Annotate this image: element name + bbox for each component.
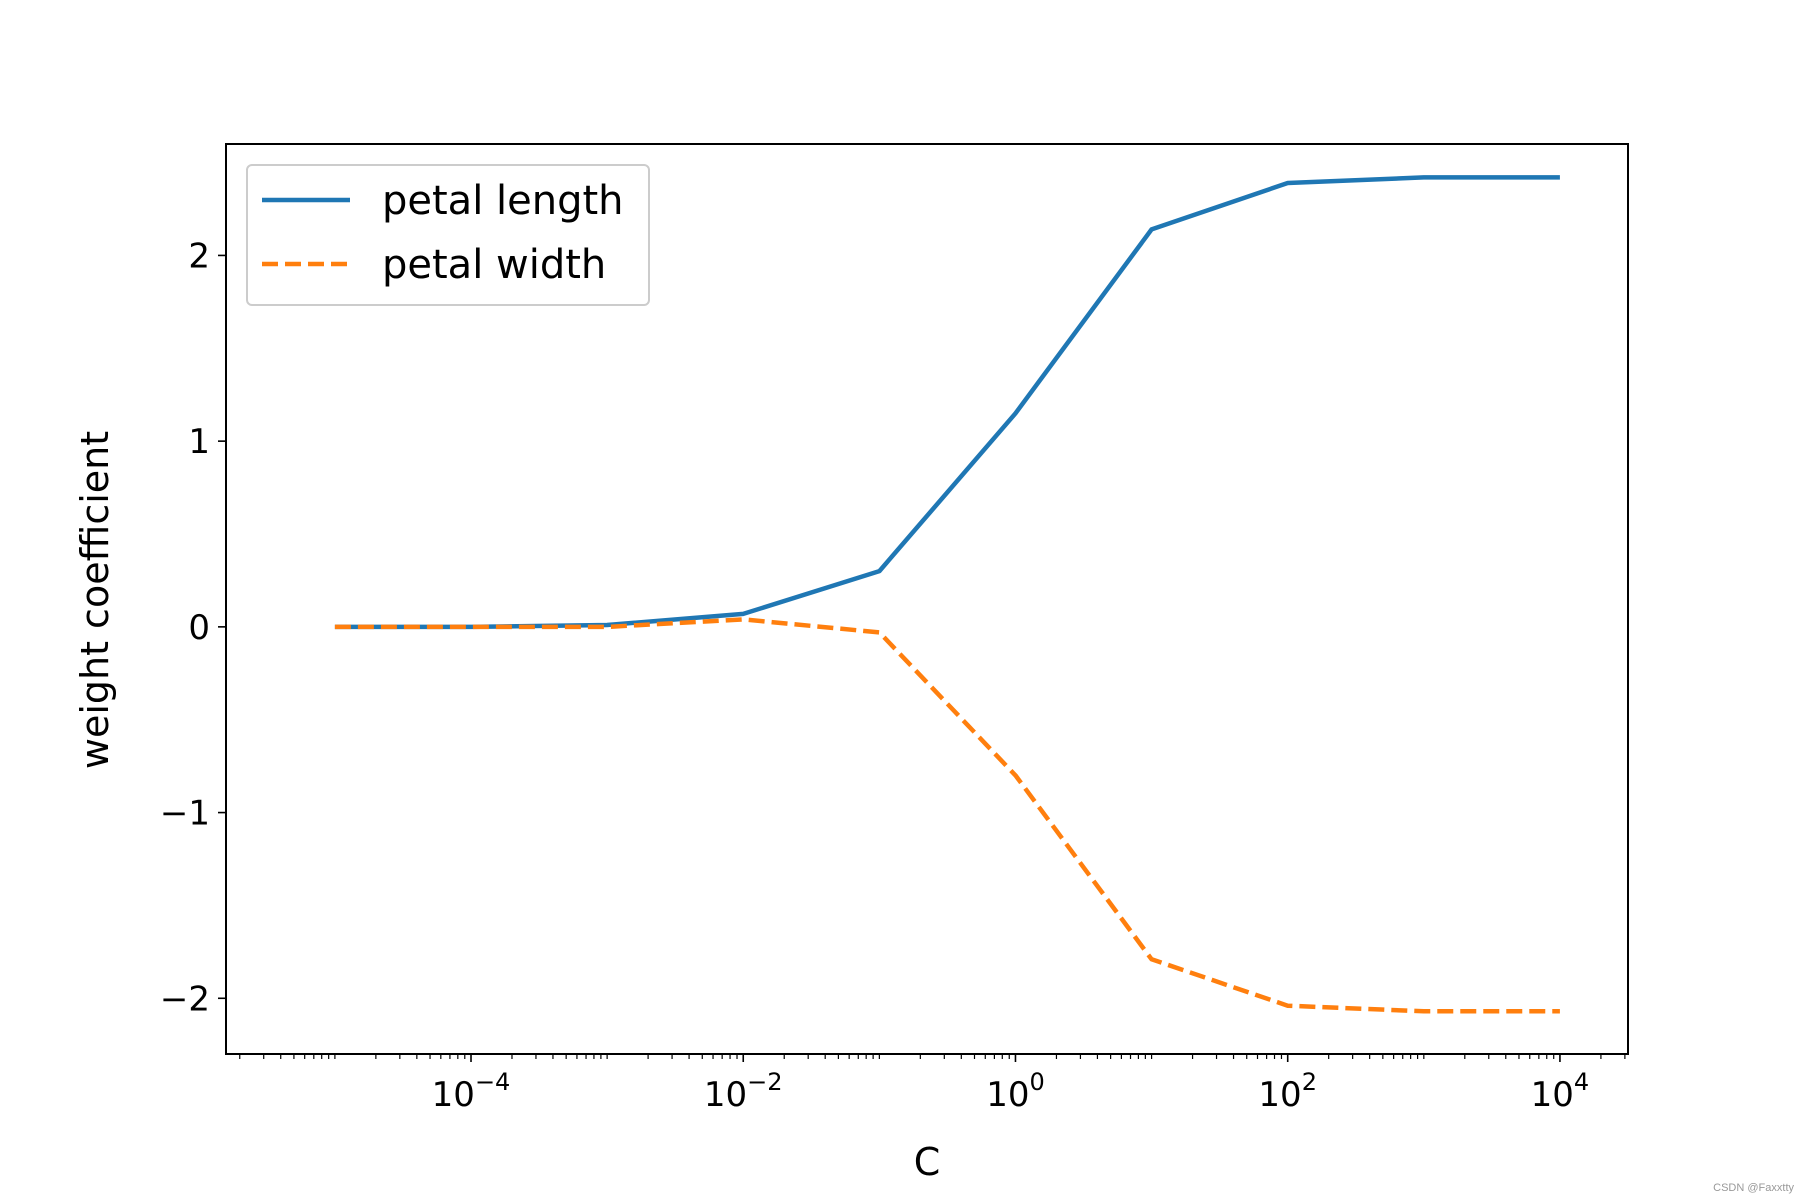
x-tick-label: 100: [986, 1068, 1045, 1115]
y-tick-label: −1: [160, 794, 210, 834]
x-tick-exponent: 2: [1302, 1068, 1317, 1096]
legend-label: petal length: [382, 178, 624, 224]
watermark: CSDN @Faxxtty: [1713, 1182, 1794, 1194]
y-tick-label: 1: [188, 422, 210, 462]
y-axis-label: weight coefficient: [73, 431, 117, 769]
x-tick-exponent: −4: [475, 1068, 510, 1096]
x-tick-label: 104: [1531, 1068, 1590, 1115]
x-tick-base: 10: [986, 1075, 1029, 1115]
x-tick-label: 10−2: [704, 1068, 783, 1115]
x-tick-exponent: −2: [747, 1068, 782, 1096]
y-tick-label: 0: [188, 608, 210, 648]
series-line-petal-length: [334, 175, 1560, 630]
x-tick-exponent: 4: [1574, 1068, 1589, 1096]
x-tick-base: 10: [704, 1075, 747, 1115]
series-line-petal-width: [334, 617, 1560, 1014]
x-tick-base: 10: [1531, 1075, 1574, 1115]
x-tick-label: 102: [1258, 1068, 1317, 1115]
y-tick-label: 2: [188, 236, 210, 276]
series-layer: [334, 175, 1560, 1014]
legend-label: petal width: [382, 242, 606, 288]
plot-frame: [225, 143, 1629, 1055]
x-tick-exponent: 0: [1029, 1068, 1044, 1096]
x-tick-base: 10: [432, 1075, 475, 1115]
legend: petal length petal width: [246, 164, 650, 306]
x-tick-base: 10: [1258, 1075, 1301, 1115]
x-tick-label: 10−4: [432, 1068, 511, 1115]
x-axis-label: C: [914, 1140, 941, 1184]
y-tick-label: −2: [160, 979, 210, 1019]
